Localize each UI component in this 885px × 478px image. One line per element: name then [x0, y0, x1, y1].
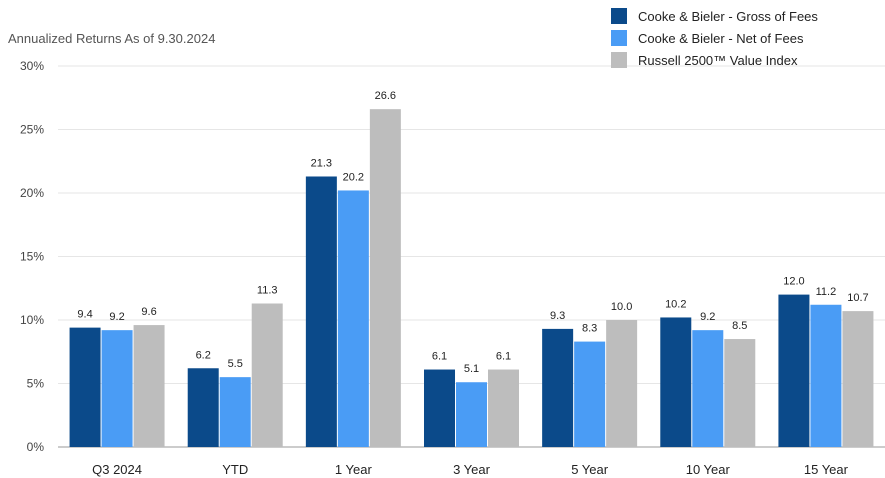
- data-label: 20.2: [343, 171, 364, 183]
- x-tick-label: 1 Year: [335, 462, 373, 477]
- bar: [542, 328, 574, 447]
- y-tick-label: 0%: [27, 440, 45, 454]
- data-label: 8.5: [732, 320, 747, 332]
- legend-label: Cooke & Bieler - Net of Fees: [638, 31, 804, 46]
- bar: [133, 325, 165, 447]
- data-label: 26.6: [375, 90, 396, 102]
- bar: [305, 176, 337, 448]
- x-tick-label: Q3 2024: [92, 462, 142, 477]
- bar: [692, 330, 724, 447]
- data-label: 12.0: [783, 276, 804, 288]
- data-label: 11.3: [257, 284, 278, 296]
- data-label: 9.6: [141, 306, 156, 318]
- y-tick-label: 25%: [20, 123, 44, 137]
- bar: [574, 341, 606, 447]
- x-tick-label: 3 Year: [453, 462, 491, 477]
- y-tick-label: 5%: [27, 377, 45, 391]
- data-label: 8.3: [582, 323, 597, 335]
- bar: [724, 339, 756, 447]
- bar: [810, 304, 842, 447]
- data-label: 9.4: [77, 309, 92, 321]
- bar: [69, 327, 101, 447]
- chart-title: Annualized Returns As of 9.30.2024: [8, 31, 215, 46]
- bar: [187, 368, 219, 447]
- legend-label: Russell 2500™ Value Index: [638, 53, 798, 68]
- y-axis: 0% 5% 10% 15% 20% 25% 30%: [20, 59, 44, 454]
- bar: [606, 320, 638, 447]
- x-tick-label: YTD: [222, 462, 248, 477]
- bar: [778, 294, 810, 447]
- bar: [488, 369, 519, 447]
- y-tick-label: 30%: [20, 59, 44, 73]
- data-label: 10.2: [665, 298, 686, 310]
- bar: [101, 330, 133, 447]
- y-tick-label: 15%: [20, 250, 44, 264]
- data-label: 10.0: [611, 301, 632, 313]
- legend: Cooke & Bieler - Gross of Fees Cooke & Bi…: [611, 8, 818, 68]
- bar: [219, 377, 251, 447]
- bar: [337, 190, 369, 447]
- bar: [660, 317, 692, 447]
- data-label: 5.1: [464, 363, 479, 375]
- legend-label: Cooke & Bieler - Gross of Fees: [638, 9, 818, 24]
- x-tick-label: 15 Year: [804, 462, 849, 477]
- data-label: 9.2: [109, 311, 124, 323]
- data-label: 6.2: [196, 349, 211, 361]
- bars: 9.4 9.2 9.6 6.2 5.5 11.3 21.3 20.2 26.6 6.1 5.1 6.1…: [69, 90, 874, 448]
- legend-swatch: [611, 8, 627, 24]
- bar: [456, 382, 487, 447]
- data-label: 21.3: [311, 157, 332, 169]
- data-label: 9.3: [550, 310, 565, 322]
- data-label: 9.2: [700, 311, 715, 323]
- x-tick-label: 10 Year: [686, 462, 731, 477]
- bar: [369, 109, 401, 448]
- bar: [424, 369, 455, 447]
- data-label: 5.5: [228, 358, 243, 370]
- data-label: 11.2: [816, 286, 837, 298]
- bar: [842, 311, 874, 447]
- legend-swatch: [611, 52, 627, 68]
- y-tick-label: 20%: [20, 186, 44, 200]
- x-tick-label: 5 Year: [571, 462, 609, 477]
- bar: [251, 303, 283, 447]
- data-label: 10.7: [847, 292, 868, 304]
- data-label: 6.1: [496, 351, 511, 363]
- x-axis: Q3 2024 YTD 1 Year 3 Year 5 Year 10 Year 15 Ye…: [92, 462, 849, 477]
- legend-swatch: [611, 30, 627, 46]
- data-label: 6.1: [432, 351, 447, 363]
- y-tick-label: 10%: [20, 313, 44, 327]
